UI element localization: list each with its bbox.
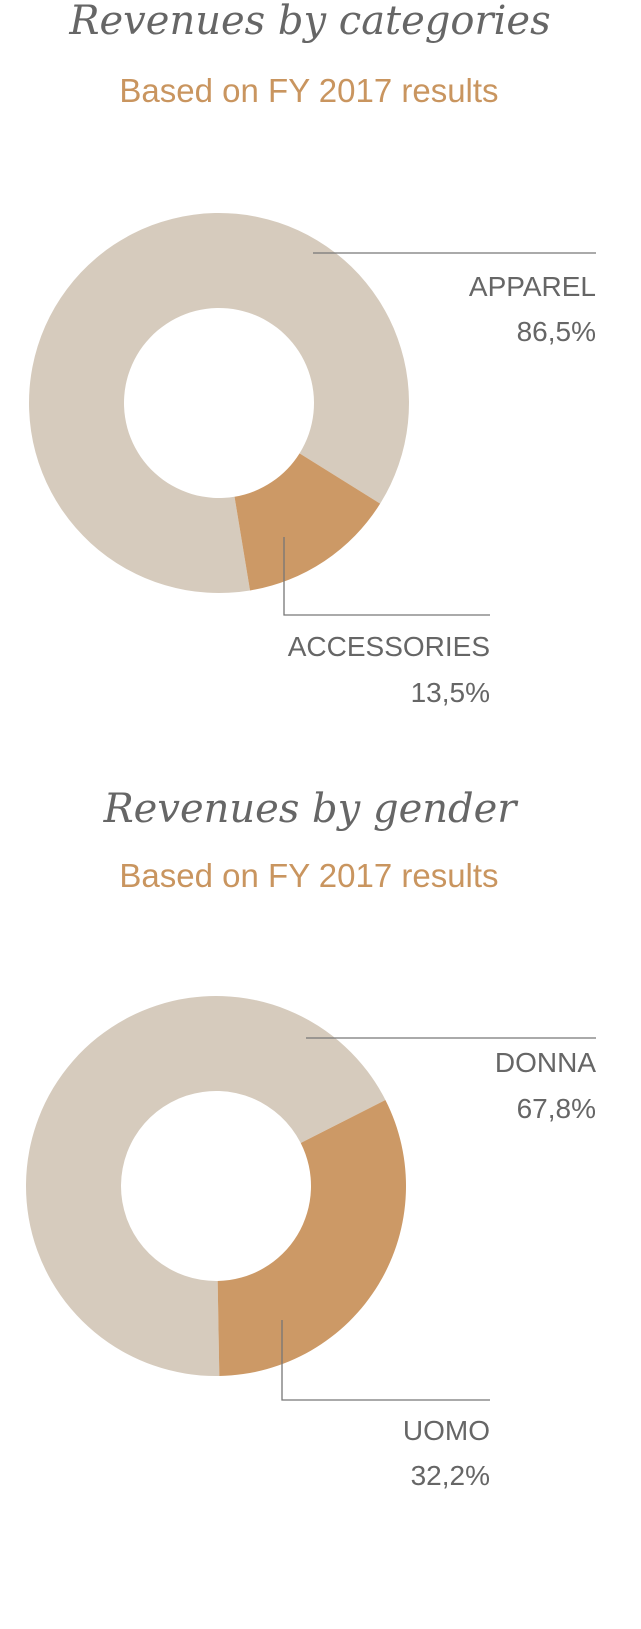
slice-label: APPAREL xyxy=(469,271,596,302)
donut-slice xyxy=(29,213,409,593)
chart-title: Revenues by gender xyxy=(103,786,520,832)
leader-line xyxy=(283,537,490,616)
slice-label: UOMO xyxy=(403,1415,490,1446)
slice-value: 86,5% xyxy=(517,316,596,347)
chart-subtitle: Based on FY 2017 results xyxy=(119,72,498,109)
donut-slice xyxy=(217,1099,406,1376)
donut-slice xyxy=(26,996,386,1376)
slice-label: ACCESSORIES xyxy=(288,631,490,662)
slice-value: 32,2% xyxy=(411,1460,490,1491)
chart-title: Revenues by categories xyxy=(68,0,550,44)
slice-value: 13,5% xyxy=(411,677,490,708)
slice-value: 67,8% xyxy=(517,1093,596,1124)
donut-slice xyxy=(234,453,381,591)
slice-label: DONNA xyxy=(495,1047,596,1078)
chart-subtitle: Based on FY 2017 results xyxy=(119,857,498,894)
leader-line xyxy=(281,1320,490,1401)
